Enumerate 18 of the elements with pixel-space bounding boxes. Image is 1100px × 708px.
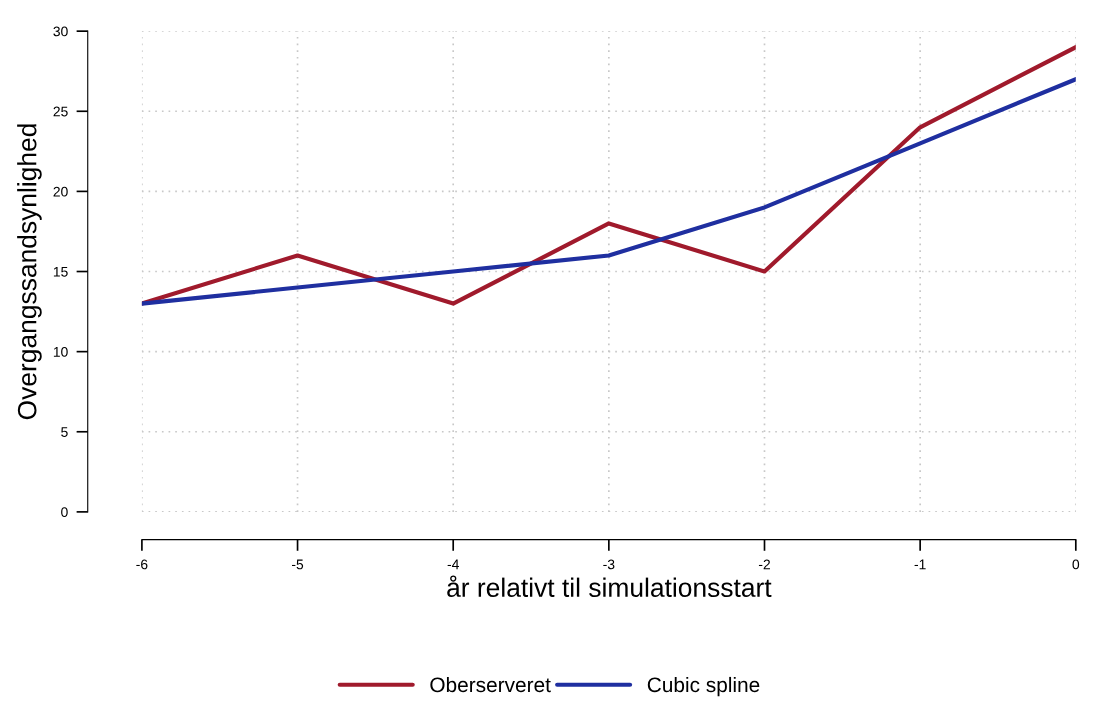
x-tick-label: -6 <box>136 559 148 570</box>
legend-label: Oberserveret <box>430 676 551 693</box>
legend-label: Cubic spline <box>647 676 760 697</box>
x-tick-label: -1 <box>914 559 926 570</box>
y-tick-label: 25 <box>53 106 68 117</box>
y-tick-label: 15 <box>53 267 68 277</box>
y-tick-label: 10 <box>53 346 68 357</box>
y-tick-label: 30 <box>53 26 68 37</box>
x-tick-label: -4 <box>447 559 459 570</box>
x-tick-label: 0 <box>1072 559 1080 570</box>
y-tick-label: 20 <box>53 186 68 197</box>
y-tick-label: 5 <box>61 427 68 437</box>
x-tick-label: -5 <box>291 559 304 570</box>
y-tick-label: 0 <box>61 507 68 518</box>
y-axis-title: Overgangssandsynlighed <box>17 124 42 420</box>
x-tick-label: -2 <box>758 559 770 570</box>
x-tick-label: -3 <box>603 559 615 570</box>
x-axis-title: år relativt til simulationsstart <box>447 575 772 597</box>
